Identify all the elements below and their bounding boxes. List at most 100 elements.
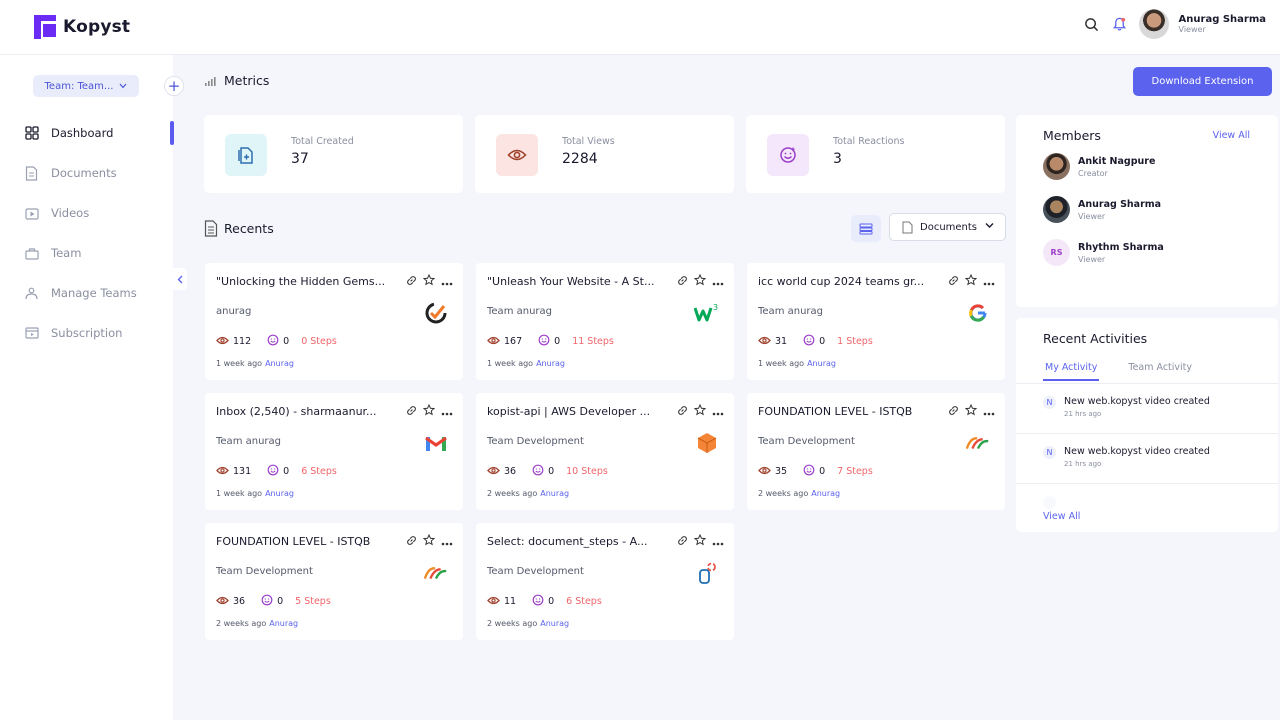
list-view-toggle[interactable]	[851, 215, 881, 242]
card-space: Team anurag	[487, 306, 552, 317]
card-author-link[interactable]: Anurag	[265, 359, 294, 368]
card-author-link[interactable]: Anurag	[540, 489, 570, 498]
copy-link-icon[interactable]	[677, 535, 688, 549]
sidebar-item-videos[interactable]: Videos	[24, 193, 173, 233]
card-author-link[interactable]: Anurag	[807, 359, 836, 368]
top-right-actions: Anurag Sharma Viewer	[1083, 9, 1266, 39]
user-info[interactable]: Anurag Sharma Viewer	[1179, 14, 1266, 34]
more-options-icon[interactable]	[441, 275, 453, 289]
star-icon[interactable]	[422, 533, 436, 549]
members-title: Members	[1043, 128, 1101, 143]
metric-label: Total Reactions	[833, 136, 905, 147]
more-options-icon[interactable]	[441, 405, 453, 419]
star-icon[interactable]	[422, 273, 436, 289]
members-panel: Members View All Ankit Nagpure Creator An…	[1016, 115, 1278, 307]
view-count: 36	[504, 466, 517, 477]
card-footer: 1 week ago Anurag	[216, 359, 294, 368]
card-time: 1 week ago	[758, 359, 805, 368]
card-space: Team Development	[758, 436, 855, 447]
tab-team-activity[interactable]: Team Activity	[1128, 362, 1193, 373]
copy-link-icon[interactable]	[406, 405, 417, 419]
notification-bell-icon[interactable]	[1111, 15, 1129, 33]
star-icon[interactable]	[693, 533, 707, 549]
add-team-button[interactable]: +	[164, 76, 184, 96]
star-icon[interactable]	[964, 403, 978, 419]
card-title: FOUNDATION LEVEL - ISTQB	[758, 405, 913, 418]
copy-link-icon[interactable]	[677, 405, 688, 419]
card-footer: 1 week ago Anurag	[216, 489, 294, 498]
database-logo-icon	[694, 560, 720, 586]
recent-card[interactable]: icc world cup 2024 teams gr... Team anura…	[747, 263, 1005, 380]
sidebar-item-label: Manage Teams	[51, 286, 137, 300]
kopyst-logo-icon	[34, 15, 56, 39]
eye-icon	[487, 466, 500, 478]
star-icon[interactable]	[964, 273, 978, 289]
card-author-link[interactable]: Anurag	[269, 619, 299, 628]
collapse-sidebar-button[interactable]	[173, 268, 187, 290]
star-icon[interactable]	[422, 403, 436, 419]
recent-card[interactable]: FOUNDATION LEVEL - ISTQB Team Development…	[205, 523, 463, 640]
recent-card[interactable]: FOUNDATION LEVEL - ISTQB Team Development…	[747, 393, 1005, 510]
more-options-icon[interactable]	[441, 535, 453, 549]
eye-icon	[758, 466, 771, 478]
more-options-icon[interactable]	[983, 275, 995, 289]
member-item[interactable]: Anurag Sharma Viewer	[1043, 196, 1161, 223]
eye-icon	[216, 596, 229, 608]
copy-link-icon[interactable]	[948, 275, 959, 289]
team-icon	[24, 246, 39, 261]
list-icon	[859, 223, 873, 234]
search-icon[interactable]	[1083, 15, 1101, 33]
card-author-link[interactable]: Anurag	[540, 619, 570, 628]
copy-link-icon[interactable]	[948, 405, 959, 419]
user-avatar[interactable]	[1138, 9, 1169, 39]
recent-card[interactable]: "Unleash Your Website - A St... Team anur…	[476, 263, 734, 380]
svg-text:3: 3	[713, 303, 718, 312]
member-item[interactable]: Ankit Nagpure Creator	[1043, 153, 1155, 180]
recent-card[interactable]: "Unlocking the Hidden Gems... anurag 112 0 0…	[205, 263, 463, 380]
member-name: Anurag Sharma	[1078, 198, 1162, 210]
recent-card[interactable]: Select: document_steps - A... Team Develo…	[476, 523, 734, 640]
more-options-icon[interactable]	[712, 535, 724, 549]
reaction-count: 0	[819, 466, 826, 477]
view-count: 131	[233, 466, 252, 477]
top-bar: Kopyst Anurag Sharma Viewer	[0, 0, 1280, 55]
document-icon	[902, 221, 913, 233]
sidebar-nav: Dashboard Documents Videos Team Manage T…	[24, 113, 174, 353]
card-author-link[interactable]: Anurag	[811, 489, 841, 498]
more-options-icon[interactable]	[712, 405, 724, 419]
sidebar-item-documents[interactable]: Documents	[24, 153, 173, 193]
activities-view-all-link[interactable]: View All	[1043, 511, 1081, 522]
download-extension-button[interactable]: Download Extension	[1133, 67, 1272, 96]
members-view-all-link[interactable]: View All	[1212, 130, 1250, 141]
star-icon[interactable]	[693, 403, 707, 419]
copy-link-icon[interactable]	[677, 275, 688, 289]
gmail-logo-icon	[423, 430, 449, 456]
more-options-icon[interactable]	[712, 275, 724, 289]
w3-logo-icon: 3	[694, 300, 720, 326]
team-select[interactable]: Team: Team...	[33, 75, 139, 97]
more-options-icon[interactable]	[983, 405, 995, 419]
sidebar-item-subscription[interactable]: Subscription	[24, 313, 173, 353]
star-icon[interactable]	[693, 273, 707, 289]
card-actions	[677, 273, 724, 289]
sidebar-item-dashboard[interactable]: Dashboard	[24, 113, 174, 153]
copy-link-icon[interactable]	[406, 535, 417, 549]
card-author-link[interactable]: Anurag	[536, 359, 565, 368]
app-logo[interactable]: Kopyst	[34, 15, 130, 39]
activity-item[interactable]: N New web.kopyst video created 21 hrs ag…	[1016, 434, 1278, 484]
sidebar-item-manage-teams[interactable]: Manage Teams	[24, 273, 173, 313]
istqb-logo-icon	[423, 560, 449, 586]
sidebar-item-team[interactable]: Team	[24, 233, 173, 273]
smiley-icon	[803, 334, 815, 349]
member-item[interactable]: RS Rhythm Sharma Viewer	[1043, 239, 1164, 266]
card-actions	[948, 273, 995, 289]
copy-link-icon[interactable]	[406, 275, 417, 289]
card-author-link[interactable]: Anurag	[265, 489, 294, 498]
tab-my-activity[interactable]: My Activity	[1043, 362, 1100, 381]
activity-item[interactable]: N New web.kopyst video created 21 hrs ag…	[1016, 384, 1278, 434]
sidebar-item-label: Dashboard	[51, 126, 114, 140]
recent-card[interactable]: kopist-api | AWS Developer ... Team Devel…	[476, 393, 734, 510]
recent-card[interactable]: Inbox (2,540) - sharmaanur... Team anurag…	[205, 393, 463, 510]
document-type-select[interactable]: Documents	[889, 213, 1006, 241]
steps-count: 6 Steps	[301, 466, 337, 477]
